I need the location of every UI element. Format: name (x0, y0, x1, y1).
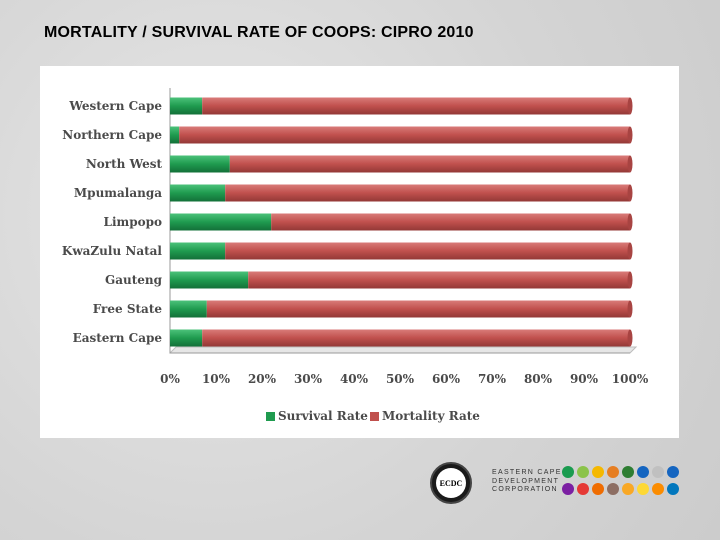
bar-survival-rate-gauteng (170, 271, 249, 289)
bar-end-cap-0 (627, 97, 633, 115)
bar-end-cap-2 (627, 155, 633, 173)
sector-icon-2-4 (607, 483, 619, 495)
bar-mortality-rate-free-state (206, 300, 631, 318)
x-tick-label-1: 10% (202, 372, 231, 386)
x-tick-label-9: 90% (570, 372, 599, 386)
bar-survival-rate-eastern-cape (170, 329, 203, 347)
category-label-limpopo: Limpopo (104, 215, 162, 229)
sector-icon-2-7 (652, 483, 664, 495)
category-labels: Western Cape Northern Cape North West Mpuma… (62, 99, 163, 345)
logo-wordmark: EASTERN CAPE DEVELOPMENT CORPORATION (492, 469, 562, 495)
legend-label-mortality-rate: Mortality Rate (382, 409, 480, 423)
ecdc-seal-icon: ECDC (430, 462, 472, 504)
x-tick-label-2: 20% (248, 372, 277, 386)
category-label-kwazulu-natal: KwaZulu Natal (62, 244, 163, 258)
sector-icon-2-6 (637, 483, 649, 495)
legend-swatch-survival-rate (266, 412, 275, 421)
bar-mortality-rate-western-cape (202, 97, 630, 115)
logo-line-2: DEVELOPMENT (492, 477, 560, 485)
slide-title: MORTALITY / SURVIVAL RATE OF COOPS: CIPR… (44, 24, 474, 41)
x-tick-label-8: 80% (524, 372, 553, 386)
category-label-eastern-cape: Eastern Cape (73, 331, 163, 345)
x-tick-label-7: 70% (478, 372, 507, 386)
sector-icon-2-5 (622, 483, 634, 495)
bar-mortality-rate-northern-cape (179, 126, 630, 144)
sector-icon-1-5 (622, 466, 634, 478)
category-label-gauteng: Gauteng (105, 273, 163, 287)
sector-icon-1-4 (607, 466, 619, 478)
sector-icon-1-1 (562, 466, 574, 478)
logo-line-3: CORPORATION (492, 486, 558, 493)
bar-survival-rate-free-state (170, 300, 207, 318)
legend-swatch-mortality-rate (370, 412, 379, 421)
bar-survival-rate-kwazulu-natal (170, 242, 226, 260)
sector-icon-2-2 (577, 483, 589, 495)
logo-line-1: EASTERN CAPE (492, 469, 562, 476)
stacked-bar-chart: Western Cape Northern Cape North West Mpuma… (62, 88, 649, 423)
chart-panel: Western Cape Northern Cape North West Mpuma… (40, 66, 679, 438)
bar-end-cap-4 (627, 213, 633, 231)
sector-icon-1-8 (667, 466, 679, 478)
bar-end-cap-1 (627, 126, 633, 144)
sector-icons-row-1 (562, 466, 694, 478)
sector-icon-1-6 (637, 466, 649, 478)
x-tick-label-6: 60% (432, 372, 461, 386)
bar-mortality-rate-mpumalanga (225, 184, 630, 202)
x-tick-label-0: 0% (160, 372, 180, 386)
x-tick-label-5: 50% (386, 372, 415, 386)
sector-icons-row-2 (562, 483, 694, 495)
sector-icon-2-3 (592, 483, 604, 495)
bar-end-cap-8 (627, 329, 633, 347)
x-tick-label-3: 30% (294, 372, 323, 386)
bar-survival-rate-western-cape (170, 97, 203, 115)
ecdc-logo: ECDC EASTERN CAPE DEVELOPMENT CORPORATIO… (430, 462, 700, 506)
x-tick-label-10: 100% (612, 372, 649, 386)
sector-icon-1-2 (577, 466, 589, 478)
seal-text: ECDC (436, 468, 466, 498)
bar-mortality-rate-kwazulu-natal (225, 242, 630, 260)
axis-floor (168, 346, 638, 354)
bars-layer (170, 97, 633, 347)
bar-end-cap-5 (627, 242, 633, 260)
bar-survival-rate-northern-cape (170, 126, 180, 144)
sector-icon-1-7 (652, 466, 664, 478)
bar-end-cap-7 (627, 300, 633, 318)
x-tick-labels: 0% 10% 20% 30% 40% 50% 60% 70% 80% 90% 100% (160, 372, 649, 386)
bar-survival-rate-limpopo (170, 213, 272, 231)
category-label-mpumalanga: Mpumalanga (74, 186, 162, 200)
x-tick-label-4: 40% (340, 372, 369, 386)
bar-mortality-rate-eastern-cape (202, 329, 630, 347)
bar-mortality-rate-north-west (229, 155, 631, 173)
sector-icon-1-3 (592, 466, 604, 478)
sector-icons (562, 466, 694, 500)
legend-label-survival-rate: Survival Rate (278, 409, 368, 423)
sector-icon-2-1 (562, 483, 574, 495)
category-label-western-cape: Western Cape (68, 99, 162, 113)
bar-end-cap-3 (627, 184, 633, 202)
bar-survival-rate-north-west (170, 155, 230, 173)
bar-end-cap-6 (627, 271, 633, 289)
bar-mortality-rate-limpopo (271, 213, 630, 231)
sector-icon-2-8 (667, 483, 679, 495)
bar-survival-rate-mpumalanga (170, 184, 226, 202)
category-label-north-west: North West (86, 157, 163, 171)
category-label-free-state: Free State (93, 302, 163, 316)
legend: Survival Rate Mortality Rate (266, 409, 480, 423)
bar-mortality-rate-gauteng (248, 271, 630, 289)
category-label-northern-cape: Northern Cape (62, 128, 162, 142)
